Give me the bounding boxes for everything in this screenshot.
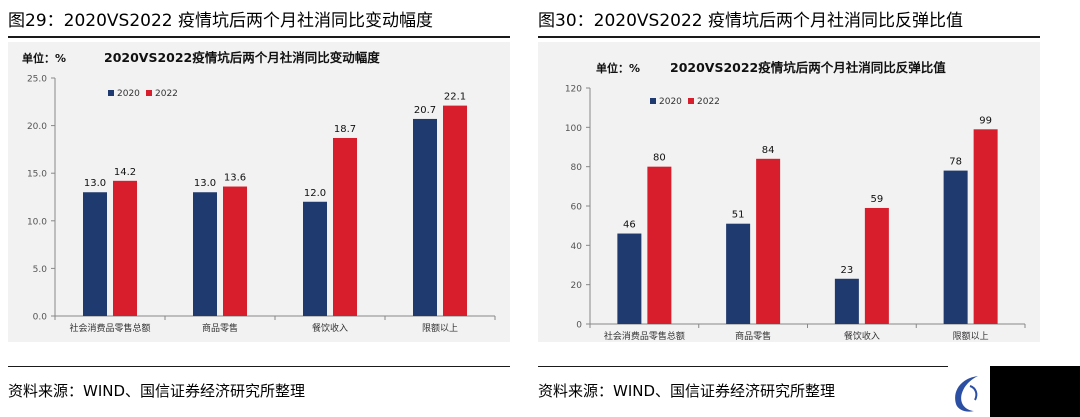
bar-2020-2 (834, 278, 859, 324)
y-tick-label: 0 (576, 321, 582, 331)
title-rule (8, 36, 510, 38)
bar-2022-1 (756, 158, 781, 324)
bar-2020-1 (726, 223, 751, 324)
y-tick-label: 0.0 (33, 313, 48, 323)
bar-2020-0 (83, 192, 107, 316)
legend-swatch-2020 (650, 98, 656, 104)
legend-label: 2020 (659, 97, 682, 107)
data-label: 13.6 (224, 173, 246, 184)
source-rule (538, 366, 948, 367)
x-tick-label: 限额以上 (422, 322, 458, 334)
bar-2022-2 (864, 207, 889, 324)
bar-chart-change-magnitude: 单位：% 2020VS2022疫情坑后两个月社消同比变动幅度 0.0 5.0 10.0 1… (22, 50, 496, 334)
x-tick-label: 社会消费品零售总额 (604, 330, 685, 342)
source-note: 资料来源：WIND、国信证券经济研究所整理 (538, 382, 836, 400)
unit-label: 单位：% (22, 51, 66, 65)
data-label: 22.1 (444, 92, 466, 103)
y-tick-label: 80 (571, 163, 583, 173)
y-tick-label: 60 (571, 203, 583, 213)
y-tick-label: 25.0 (27, 75, 47, 85)
x-tick-label: 商品零售 (735, 330, 771, 342)
bar-2022-2 (333, 137, 357, 316)
bar-2022-3 (973, 129, 998, 324)
chart-title: 2020VS2022疫情坑后两个月社消同比反弹比值 (670, 60, 946, 75)
y-tick-label: 5.0 (33, 265, 48, 275)
data-label: 59 (871, 194, 884, 205)
x-tick-label: 餐饮收入 (312, 322, 348, 334)
title-rule (538, 36, 1040, 38)
y-tick-label: 20.0 (27, 122, 47, 132)
bar-2022-1 (223, 186, 247, 316)
legend-label: 2022 (697, 97, 720, 107)
y-tick-label: 15.0 (27, 170, 47, 180)
legend-label: 2022 (155, 89, 178, 99)
data-label: 78 (949, 157, 962, 168)
y-tick-label: 20 (571, 281, 583, 291)
data-label: 13.0 (194, 178, 216, 189)
legend-label: 2020 (117, 89, 140, 99)
unit-label: 单位：% (596, 61, 640, 75)
data-label: 20.7 (414, 105, 436, 116)
x-tick-label: 商品零售 (202, 322, 238, 334)
figure-panel-30: 图30：2020VS2022 疫情坑后两个月社消同比反弹比值 单位：% 2020V… (530, 0, 1050, 417)
x-tick-label: 限额以上 (953, 330, 989, 342)
data-label: 23 (841, 265, 854, 276)
y-tick-label: 40 (571, 242, 583, 252)
figure-title: 图30：2020VS2022 疫情坑后两个月社消同比反弹比值 (538, 11, 963, 31)
data-label: 46 (623, 220, 636, 231)
figure-title: 图29：2020VS2022 疫情坑后两个月社消同比变动幅度 (8, 11, 433, 31)
bar-2022-0 (113, 180, 137, 316)
bar-2022-3 (443, 105, 467, 316)
data-label: 12.0 (304, 188, 326, 199)
figure-panel-29: 图29：2020VS2022 疫情坑后两个月社消同比变动幅度 单位：% 2020V… (0, 0, 520, 417)
bar-2020-2 (303, 201, 327, 316)
data-label: 18.7 (334, 124, 356, 135)
brand-logo-icon (955, 376, 978, 412)
bar-2020-3 (943, 170, 968, 324)
bar-2020-0 (617, 233, 642, 324)
bar-2022-0 (647, 166, 672, 324)
source-note: 资料来源：WIND、国信证券经济研究所整理 (8, 382, 306, 400)
x-tick-label: 餐饮收入 (844, 330, 880, 342)
data-label: 14.2 (114, 167, 136, 178)
chart-title: 2020VS2022疫情坑后两个月社消同比变动幅度 (104, 50, 380, 65)
bar-chart-rebound-ratio: 单位：% 2020VS2022疫情坑后两个月社消同比反弹比值 0 20 40 60 80 10… (565, 60, 1026, 342)
data-label: 80 (653, 153, 666, 164)
corner-watermark-block (990, 366, 1080, 417)
data-label: 84 (762, 145, 775, 156)
bar-2020-1 (193, 192, 217, 316)
source-rule (8, 366, 510, 367)
x-tick-label: 社会消费品零售总额 (69, 322, 150, 334)
y-tick-label: 10.0 (27, 217, 47, 227)
y-tick-label: 100 (565, 124, 582, 134)
y-tick-label: 120 (565, 85, 582, 95)
data-label: 99 (979, 115, 992, 126)
data-label: 51 (732, 210, 745, 221)
legend-swatch-2022 (146, 90, 152, 96)
data-label: 13.0 (84, 178, 106, 189)
legend-swatch-2020 (108, 90, 114, 96)
bar-2020-3 (413, 118, 437, 316)
legend-swatch-2022 (688, 98, 694, 104)
